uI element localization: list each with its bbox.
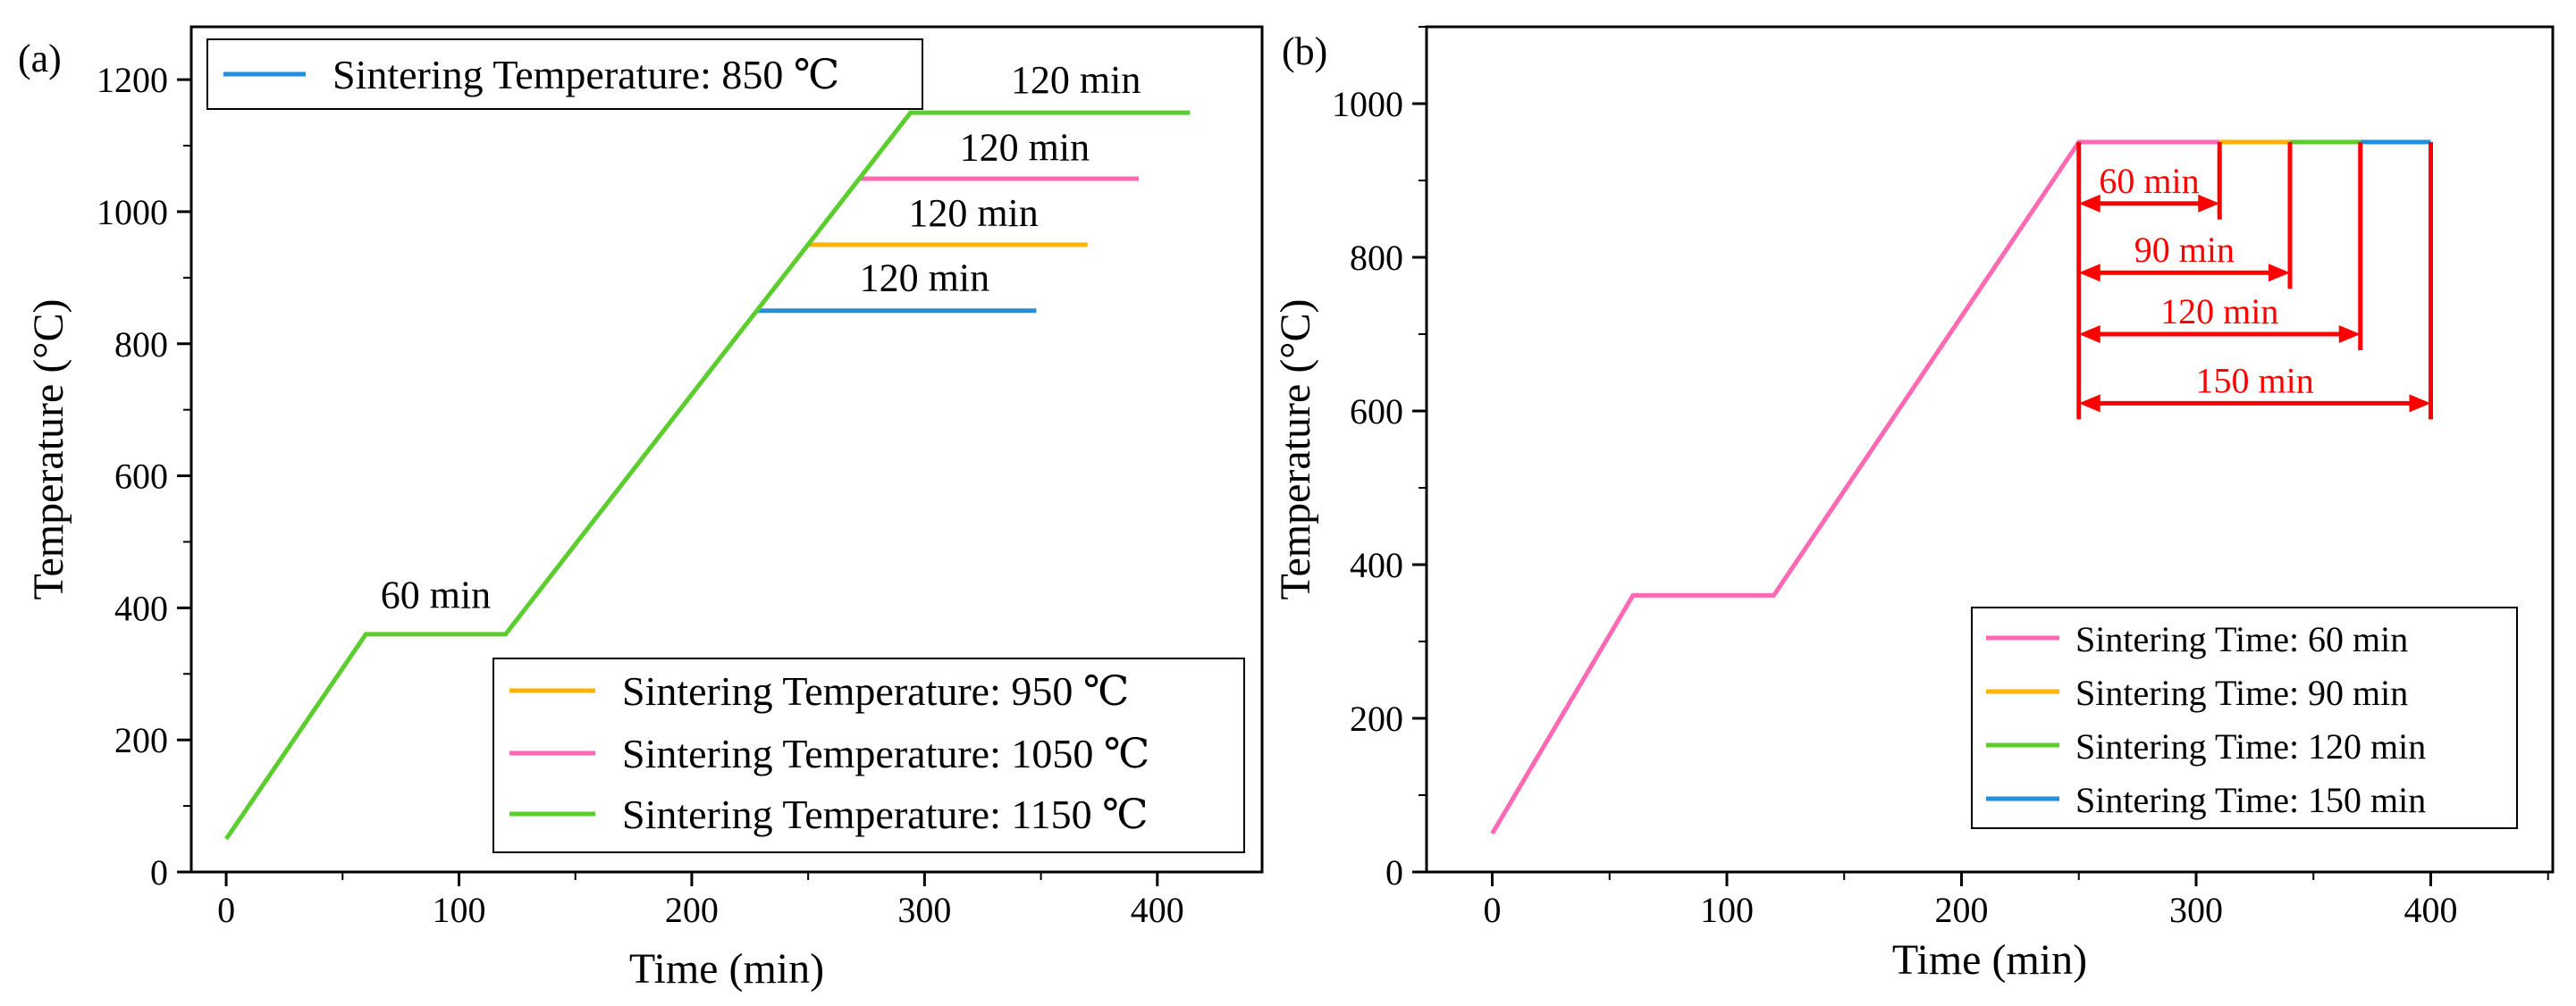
y-tick-label: 1000	[97, 192, 168, 232]
x-tick-label: 100	[1700, 890, 1754, 930]
x-tick-label: 400	[2404, 890, 2458, 930]
y-tick-label: 0	[150, 852, 168, 893]
panel-b-legend-label-120: Sintering Time: 120 min	[2075, 726, 2426, 767]
x-tick-label: 0	[217, 890, 235, 930]
y-tick-label: 1200	[97, 60, 168, 100]
panel-a-y-axis-label: Temperature (°C)	[25, 298, 72, 599]
panel-b-legend-label-60: Sintering Time: 60 min	[2075, 619, 2408, 659]
y-tick-label: 0	[1385, 852, 1403, 893]
panel-a-label: (a)	[18, 37, 62, 80]
annotation-label-0: 60 min	[381, 573, 491, 616]
panel-a-ticks: 0 100 200 300 400 0 200 400 600 800 1000 1200	[97, 60, 1184, 930]
panel-b: (b) 0 100 200 300 400 0 200 400 600 800 1000 60 mi…	[1272, 25, 2555, 984]
arrowhead-left-1	[2078, 264, 2100, 282]
arrowhead-left-0	[2078, 194, 2100, 213]
panel-b-legend-label-150: Sintering Time: 150 min	[2075, 780, 2426, 820]
arrowhead-right-1	[2269, 264, 2290, 282]
x-tick-label: 300	[2169, 890, 2223, 930]
y-tick-label: 400	[1350, 545, 1403, 585]
y-tick-label: 600	[1350, 391, 1403, 432]
panel-a-lines	[224, 110, 1191, 841]
y-tick-label: 400	[114, 588, 168, 628]
panel-a-legend-label-1150: Sintering Temperature: 1150 ℃	[622, 792, 1149, 837]
panel-b-label: (b)	[1282, 29, 1327, 73]
panel-b-annotations: 60 min 90 min 120 min 150 min	[2076, 142, 2433, 420]
annotation-label-4: 120 min	[1011, 58, 1141, 102]
panel-b-legend: Sintering Time: 60 min Sintering Time: 9…	[1971, 607, 2518, 829]
y-tick-label: 800	[1350, 238, 1403, 278]
y-tick-label: 1000	[1332, 84, 1403, 124]
arrow-label-1: 90 min	[2134, 230, 2235, 270]
panel-a-annotations: 60 min 120 min 120 min 120 min 120 min	[381, 58, 1141, 616]
annotation-label-1: 120 min	[860, 256, 989, 300]
x-tick-label: 0	[1484, 890, 1502, 930]
panel-b-ticks: 0 100 200 300 400 0 200 400 600 800 1000	[1332, 26, 2549, 930]
panel-b-lines	[1490, 139, 2431, 835]
panel-a-legend-top-label: Sintering Temperature: 850 ℃	[333, 52, 839, 97]
panel-a-legend-label-950: Sintering Temperature: 950 ℃	[622, 668, 1129, 714]
series-line-3	[1490, 139, 2220, 835]
panel-a-frame	[189, 25, 1264, 874]
panel-b-x-axis-label: Time (min)	[1892, 936, 2087, 984]
panel-a-legend-top-box	[206, 38, 923, 110]
arrow-label-3: 150 min	[2196, 360, 2314, 400]
panel-a-legend-bottom-box	[492, 658, 1245, 853]
annotation-label-2: 120 min	[908, 191, 1038, 235]
arrowhead-right-0	[2198, 194, 2220, 213]
arrowhead-right-3	[2409, 394, 2431, 413]
x-tick-label: 200	[1935, 890, 1989, 930]
x-tick-label: 400	[1131, 890, 1184, 930]
series-line-3	[224, 110, 1191, 841]
y-tick-label: 200	[1350, 699, 1403, 739]
arrowhead-right-2	[2338, 325, 2361, 343]
panel-a: (a) 0 100 200 300 400 0 200 400 600 800 1000 1200 6…	[18, 25, 1264, 993]
annotation-label-3: 120 min	[960, 125, 1090, 169]
panel-a-legend-bottom: Sintering Temperature: 950 ℃ Sintering T…	[492, 658, 1245, 853]
arrow-label-0: 60 min	[2099, 161, 2199, 201]
arrow-label-2: 120 min	[2160, 291, 2278, 331]
x-tick-label: 100	[433, 890, 486, 930]
panel-a-x-axis-label: Time (min)	[629, 945, 824, 993]
panel-a-legend-top: Sintering Temperature: 850 ℃	[206, 38, 923, 110]
panel-b-y-axis-label: Temperature (°C)	[1272, 298, 1319, 599]
y-tick-label: 800	[114, 324, 168, 365]
panel-a-legend-label-1050: Sintering Temperature: 1050 ℃	[622, 731, 1149, 776]
arrowhead-left-3	[2078, 394, 2100, 413]
x-tick-label: 200	[665, 890, 719, 930]
panel-b-legend-box	[1971, 607, 2518, 829]
panel-b-legend-label-90: Sintering Time: 90 min	[2075, 673, 2408, 713]
panel-b-frame	[1425, 25, 2555, 874]
y-tick-label: 200	[114, 720, 168, 760]
x-tick-label: 300	[897, 890, 951, 930]
y-tick-label: 600	[114, 457, 168, 497]
arrowhead-left-2	[2078, 325, 2100, 343]
